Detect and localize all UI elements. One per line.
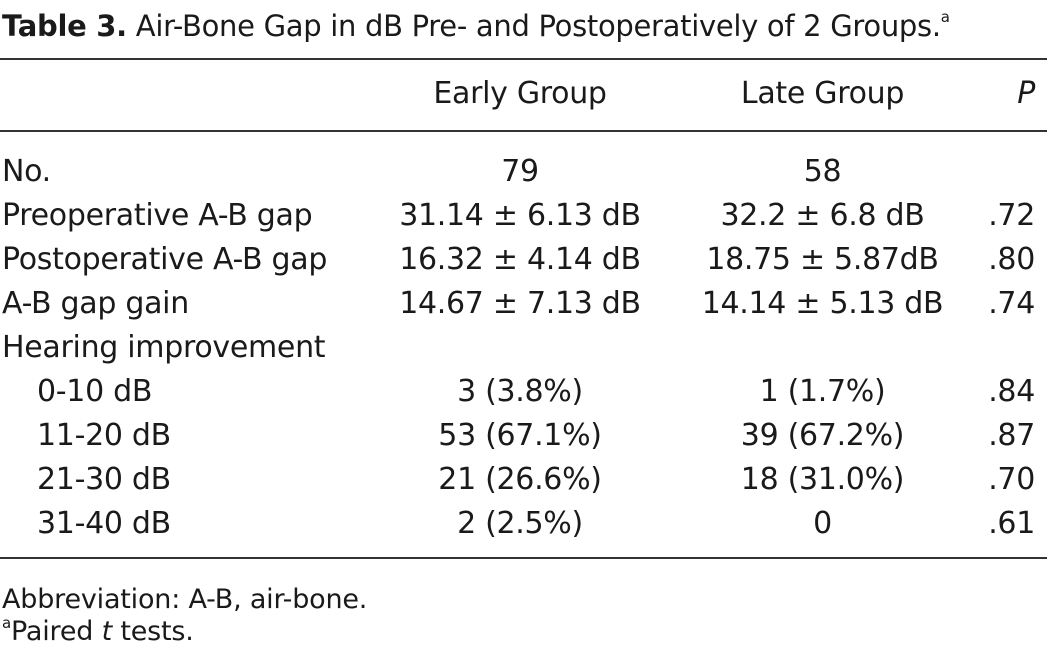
cell-early-preoperative: 31.14 ± 6.13 dB [390,196,650,236]
cell-late-preoperative: 32.2 ± 6.8 dB [690,196,955,236]
cell-late-21-30-db: 18 (31.0%) [740,462,905,497]
footnote-abbreviation: Abbreviation: A-B, air-bone. [2,584,368,615]
cell-p-preoperative: .72 [988,198,1035,233]
early-mean: 31.14 [399,198,484,233]
early-sd: 4.14 dB [526,242,641,277]
late-sd: 5.87dB [834,242,939,277]
top-rule [0,58,1047,60]
table-caption: Table 3. Air-Bone Gap in dB Pre- and Pos… [2,6,950,46]
row-label-preoperative: Preoperative A-B gap [2,198,313,233]
bottom-rule [0,557,1047,559]
early-mean: 16.32 [399,242,484,277]
column-header-early-group: Early Group [433,76,607,111]
plus-minus-symbol: ± [492,242,518,277]
cell-p-gap-gain: .74 [988,286,1035,321]
cell-p-0-10-db: .84 [988,374,1035,409]
row-label-gap-gain: A-B gap gain [2,286,189,321]
caption-label: Table 3. [2,9,127,43]
cell-p-11-20-db: .87 [988,418,1035,453]
cell-early-gap-gain: 14.67 ± 7.13 dB [390,284,650,324]
plus-minus-symbol: ± [795,286,821,321]
cell-early-postoperative: 16.32 ± 4.14 dB [390,240,650,280]
column-header-p: P [1017,76,1035,111]
footnote-tests-text: tests. [111,616,194,647]
cell-early-no: 79 [501,154,539,189]
plus-minus-symbol: ± [492,198,518,233]
cell-late-gap-gain: 14.14 ± 5.13 dB [690,284,955,324]
row-label-0-10-db: 0-10 dB [37,374,153,409]
row-label-hearing-improvement: Hearing improvement [2,330,326,365]
plus-minus-symbol: ± [799,242,825,277]
late-mean: 14.14 [701,286,787,321]
footnote-paired-tests: aPaired t tests. [2,614,194,650]
cell-late-0-10-db: 1 (1.7%) [759,374,886,409]
early-sd: 6.13 dB [526,198,641,233]
cell-p-21-30-db: .70 [988,462,1035,497]
plus-minus-symbol: ± [492,286,518,321]
row-label-21-30-db: 21-30 dB [37,462,171,497]
plus-minus-symbol: ± [795,198,821,233]
row-label-postoperative: Postoperative A-B gap [2,242,328,277]
caption-text: Air-Bone Gap in dB Pre- and Postoperativ… [126,9,941,43]
column-header-late-group: Late Group [740,76,905,111]
cell-early-21-30-db: 21 (26.6%) [438,462,602,497]
row-label-no: No. [2,154,51,189]
early-sd: 7.13 dB [526,286,641,321]
row-label-31-40-db: 31-40 dB [37,506,171,541]
cell-early-11-20-db: 53 (67.1%) [438,418,602,453]
early-mean: 14.67 [399,286,484,321]
footnote-t-symbol: t [101,616,113,647]
cell-late-postoperative: 18.75 ± 5.87dB [690,240,955,280]
cell-late-11-20-db: 39 (67.2%) [740,418,905,453]
cell-p-postoperative: .80 [988,242,1035,277]
late-mean: 18.75 [706,242,791,277]
caption-footnote-marker: a [940,8,950,26]
cell-late-no: 58 [803,154,842,189]
header-rule [0,130,1047,132]
late-sd: 6.8 dB [829,198,925,233]
row-label-11-20-db: 11-20 dB [37,418,171,453]
footnote-paired-text: Paired [11,616,102,647]
late-sd: 5.13 dB [829,286,944,321]
footnote-marker: a [2,614,11,632]
cell-early-0-10-db: 3 (3.8%) [457,374,583,409]
cell-late-31-40-db: 0 [813,506,832,541]
cell-early-31-40-db: 2 (2.5%) [457,506,583,541]
late-mean: 32.2 [720,198,787,233]
cell-p-31-40-db: .61 [988,506,1035,541]
